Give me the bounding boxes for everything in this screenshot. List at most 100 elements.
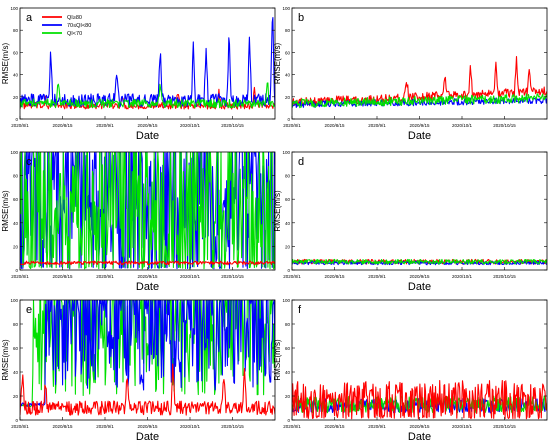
x-tick-label: 2020/8/1	[283, 274, 301, 279]
legend-entry: 70≤QI<80	[67, 23, 91, 29]
series-line-e-2	[20, 363, 275, 416]
y-tick-label: 0	[287, 117, 290, 122]
x-axis-label: Date	[408, 431, 431, 443]
series-line-e-1	[20, 300, 275, 407]
x-tick-label: 2020/8/1	[283, 123, 301, 128]
x-tick-label: 2020/8/1	[283, 424, 301, 429]
y-tick-label: 100	[10, 6, 18, 11]
y-tick-label: 20	[13, 394, 19, 399]
plot-area-c	[20, 152, 275, 270]
x-tick-label: 2020/9/15	[409, 274, 430, 279]
x-tick-label: 2020/9/1	[368, 123, 386, 128]
x-tick-label: 2020/8/15	[324, 123, 345, 128]
plot-area-e	[20, 300, 275, 416]
y-tick-label: 0	[15, 117, 18, 122]
panel-label: b	[298, 12, 304, 24]
x-tick-label: 2020/9/1	[96, 123, 114, 128]
x-tick-label: 2020/10/1	[180, 424, 201, 429]
y-tick-label: 80	[285, 322, 291, 327]
x-axis-label: Date	[136, 431, 159, 443]
y-tick-label: 60	[285, 197, 291, 202]
y-tick-label: 40	[285, 221, 291, 226]
x-tick-label: 2020/10/15	[493, 424, 516, 429]
y-tick-label: 80	[13, 322, 19, 327]
panel-label: c	[26, 156, 32, 168]
panel-label: e	[26, 304, 32, 316]
y-tick-label: 40	[13, 370, 19, 375]
plot-frame-d	[291, 151, 548, 271]
x-tick-label: 2020/10/1	[452, 424, 473, 429]
x-tick-label: 2020/9/15	[137, 123, 158, 128]
y-tick-label: 20	[13, 244, 19, 249]
x-tick-label: 2020/9/15	[137, 274, 158, 279]
y-axis-label: RMSE(m/s)	[273, 43, 282, 85]
y-tick-label: 0	[15, 268, 18, 273]
y-tick-label: 80	[13, 28, 19, 33]
panel-label: d	[298, 156, 304, 168]
panel-f: 0 20 40 60 80 100 2020/8/1 2020/8/15 2020/9/1 202…	[273, 298, 548, 443]
x-tick-label: 2020/10/15	[493, 274, 516, 279]
x-tick-label: 2020/8/1	[11, 424, 29, 429]
y-axis-label: RMSE(m/s)	[1, 339, 10, 381]
y-tick-label: 100	[10, 150, 18, 155]
y-tick-label: 40	[285, 73, 291, 78]
y-tick-label: 100	[282, 298, 290, 303]
series-line-a-1	[20, 17, 275, 108]
y-tick-label: 60	[13, 50, 19, 55]
x-tick-label: 2020/8/15	[324, 424, 345, 429]
x-tick-label: 2020/10/1	[180, 274, 201, 279]
x-axis-label: Date	[136, 281, 159, 293]
y-axis-label: RMSE(m/s)	[273, 190, 282, 232]
x-axis-label: Date	[408, 281, 431, 293]
series-line-d-2	[292, 258, 547, 265]
series-line-b-2	[292, 93, 547, 109]
y-tick-label: 60	[285, 346, 291, 351]
series-line-c-2	[20, 260, 275, 266]
x-tick-label: 2020/9/1	[96, 424, 114, 429]
y-tick-label: 20	[285, 95, 291, 100]
series-line-f-2	[292, 379, 547, 420]
y-axis-label: RMSE(m/s)	[1, 43, 10, 85]
y-tick-label: 80	[285, 28, 291, 33]
x-tick-label: 2020/9/1	[96, 274, 114, 279]
panel-e: 0 20 40 60 80 100 2020/8/1 2020/8/15 2020/9/1 202…	[1, 298, 276, 443]
y-tick-label: 80	[285, 174, 291, 179]
x-tick-label: 2020/10/15	[221, 274, 244, 279]
y-tick-label: 60	[13, 197, 19, 202]
y-tick-label: 40	[13, 221, 19, 226]
x-tick-label: 2020/10/15	[221, 123, 244, 128]
y-tick-label: 60	[285, 50, 291, 55]
x-tick-label: 2020/8/15	[52, 123, 73, 128]
series-line-a-2	[20, 82, 275, 109]
y-axis-label: RMSE(m/s)	[273, 339, 282, 381]
y-tick-label: 40	[13, 73, 19, 78]
legend-entry: QI≥80	[67, 15, 82, 21]
x-tick-label: 2020/10/1	[180, 123, 201, 128]
plot-area-d	[292, 258, 547, 266]
x-tick-label: 2020/10/15	[221, 424, 244, 429]
x-tick-label: 2020/8/15	[52, 424, 73, 429]
x-axis-label: Date	[408, 130, 431, 142]
x-tick-label: 2020/10/1	[452, 123, 473, 128]
y-tick-label: 100	[10, 298, 18, 303]
series-line-e-0	[20, 300, 275, 408]
panel-d: 0 20 40 60 80 100 2020/8/1 2020/8/15 2020/9/1 202…	[273, 150, 548, 293]
y-tick-label: 20	[13, 95, 19, 100]
x-axis-label: Date	[136, 130, 159, 142]
x-tick-label: 2020/8/15	[324, 274, 345, 279]
plot-area-b	[292, 55, 547, 109]
plot-area-f	[292, 379, 547, 420]
x-tick-label: 2020/9/1	[368, 274, 386, 279]
panel-label: a	[26, 12, 33, 24]
panel-label: f	[298, 304, 302, 316]
y-tick-label: 0	[15, 418, 18, 423]
y-tick-label: 60	[13, 346, 19, 351]
x-tick-label: 2020/8/1	[11, 274, 29, 279]
panel-b: 0 20 40 60 80 100 2020/8/1 2020/8/15 2020/9/1 202…	[273, 6, 548, 142]
y-axis-label: RMSE(m/s)	[1, 190, 10, 232]
panel-c: 0 20 40 60 80 100 2020/8/1 2020/8/15 2020/9/1 202…	[1, 150, 276, 293]
y-tick-label: 100	[282, 6, 290, 11]
y-tick-label: 40	[285, 370, 291, 375]
